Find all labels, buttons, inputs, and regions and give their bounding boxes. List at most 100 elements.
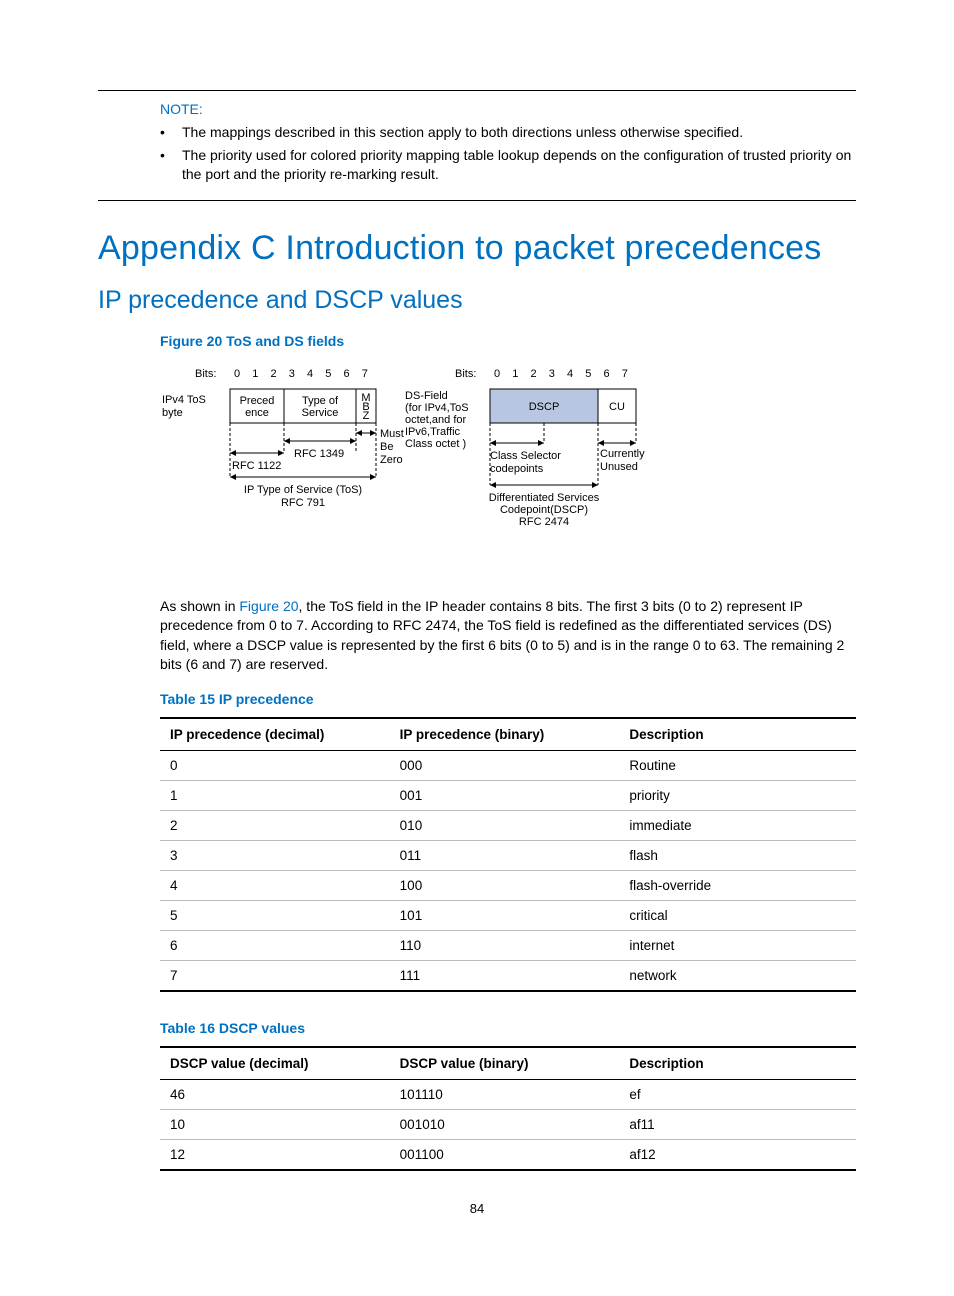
svg-text:2: 2 xyxy=(271,368,277,380)
note-box: NOTE: The mappings described in this sec… xyxy=(98,90,856,201)
column-header: DSCP value (decimal) xyxy=(160,1047,390,1080)
svg-text:CU: CU xyxy=(609,401,625,413)
svg-text:4: 4 xyxy=(307,368,313,380)
table-cell: 100 xyxy=(390,871,620,901)
figure-caption: Figure 20 ToS and DS fields xyxy=(160,333,856,349)
table-cell: 3 xyxy=(160,841,390,871)
table-row: 10001010af11 xyxy=(160,1110,856,1140)
svg-text:Must: Must xyxy=(380,428,404,440)
table-row: 1001priority xyxy=(160,781,856,811)
table-cell: 46 xyxy=(160,1080,390,1110)
table-cell: 111 xyxy=(390,961,620,992)
table-row: 4100flash-override xyxy=(160,871,856,901)
svg-text:0: 0 xyxy=(234,368,240,380)
table-cell: 0 xyxy=(160,751,390,781)
body-paragraph: As shown in Figure 20, the ToS field in … xyxy=(160,597,856,675)
svg-text:DSCP: DSCP xyxy=(529,401,560,413)
figure-link[interactable]: Figure 20 xyxy=(239,598,298,614)
svg-text:Zero: Zero xyxy=(380,454,403,466)
svg-text:1: 1 xyxy=(252,368,258,380)
text: As shown in xyxy=(160,598,239,614)
table-row: 7111network xyxy=(160,961,856,992)
svg-text:1: 1 xyxy=(512,368,518,380)
table-row: 5101critical xyxy=(160,901,856,931)
column-header: Description xyxy=(619,1047,856,1080)
table-cell: 001 xyxy=(390,781,620,811)
table-15-caption: Table 15 IP precedence xyxy=(160,691,856,707)
svg-text:RFC 1349: RFC 1349 xyxy=(294,448,344,460)
svg-text:ence: ence xyxy=(245,407,269,419)
svg-text:Differentiated Services: Differentiated Services xyxy=(489,492,600,504)
table-cell: 6 xyxy=(160,931,390,961)
table-cell: ef xyxy=(619,1080,856,1110)
svg-text:4: 4 xyxy=(567,368,573,380)
svg-text:Currently: Currently xyxy=(600,448,645,460)
figure-20: Bits:01234567IPv4 ToSbytePrecedenceType … xyxy=(160,361,856,571)
table-row: 0000Routine xyxy=(160,751,856,781)
svg-text:octet,and for: octet,and for xyxy=(405,414,466,426)
table-cell: 001100 xyxy=(390,1140,620,1171)
table-cell: Routine xyxy=(619,751,856,781)
svg-text:Codepoint(DSCP): Codepoint(DSCP) xyxy=(500,504,588,516)
svg-text:Z: Z xyxy=(363,410,370,422)
svg-text:6: 6 xyxy=(344,368,350,380)
table-row: 2010immediate xyxy=(160,811,856,841)
svg-text:Unused: Unused xyxy=(600,461,638,473)
svg-text:IPv4 ToS: IPv4 ToS xyxy=(162,394,206,406)
table-cell: 10 xyxy=(160,1110,390,1140)
table-cell: 101110 xyxy=(390,1080,620,1110)
table-16: DSCP value (decimal)DSCP value (binary)D… xyxy=(160,1046,856,1171)
table-cell: 101 xyxy=(390,901,620,931)
section-title: IP precedence and DSCP values xyxy=(98,286,856,315)
table-row: 6110internet xyxy=(160,931,856,961)
table-cell: internet xyxy=(619,931,856,961)
svg-text:Class Selector: Class Selector xyxy=(490,450,561,462)
page-number: 84 xyxy=(98,1201,856,1216)
table-row: 46101110ef xyxy=(160,1080,856,1110)
svg-text:3: 3 xyxy=(549,368,555,380)
table-cell: network xyxy=(619,961,856,992)
table-cell: af11 xyxy=(619,1110,856,1140)
table-cell: 7 xyxy=(160,961,390,992)
svg-text:IPv6,Traffic: IPv6,Traffic xyxy=(405,426,461,438)
table-cell: 1 xyxy=(160,781,390,811)
svg-text:Bits:: Bits: xyxy=(455,368,476,380)
svg-text:Service: Service xyxy=(302,407,339,419)
column-header: DSCP value (binary) xyxy=(390,1047,620,1080)
table-cell: 001010 xyxy=(390,1110,620,1140)
table-cell: 4 xyxy=(160,871,390,901)
note-item: The mappings described in this section a… xyxy=(160,123,856,142)
svg-text:byte: byte xyxy=(162,407,183,419)
svg-text:2: 2 xyxy=(531,368,537,380)
svg-text:RFC 2474: RFC 2474 xyxy=(519,516,569,528)
table-row: 3011flash xyxy=(160,841,856,871)
table-cell: 2 xyxy=(160,811,390,841)
svg-text:6: 6 xyxy=(604,368,610,380)
svg-text:7: 7 xyxy=(622,368,628,380)
svg-text:3: 3 xyxy=(289,368,295,380)
svg-text:0: 0 xyxy=(494,368,500,380)
svg-text:RFC 791: RFC 791 xyxy=(281,497,325,509)
table-cell: 011 xyxy=(390,841,620,871)
column-header: IP precedence (binary) xyxy=(390,718,620,751)
note-label: NOTE: xyxy=(160,101,856,117)
table-15: IP precedence (decimal)IP precedence (bi… xyxy=(160,717,856,992)
table-cell: flash-override xyxy=(619,871,856,901)
table-cell: 110 xyxy=(390,931,620,961)
table-cell: priority xyxy=(619,781,856,811)
table-cell: 12 xyxy=(160,1140,390,1171)
svg-text:DS-Field: DS-Field xyxy=(405,390,448,402)
svg-text:RFC 1122: RFC 1122 xyxy=(232,460,281,472)
table-row: 12001100af12 xyxy=(160,1140,856,1171)
svg-text:Preced: Preced xyxy=(240,395,275,407)
table-cell: flash xyxy=(619,841,856,871)
note-item: The priority used for colored priority m… xyxy=(160,146,856,184)
svg-text:Class octet ): Class octet ) xyxy=(405,438,466,450)
table-cell: 5 xyxy=(160,901,390,931)
svg-text:Type of: Type of xyxy=(302,395,339,407)
appendix-title: Appendix C Introduction to packet preced… xyxy=(98,229,856,268)
table-cell: 010 xyxy=(390,811,620,841)
svg-text:(for IPv4,ToS: (for IPv4,ToS xyxy=(405,402,469,414)
svg-text:Bits:: Bits: xyxy=(195,368,216,380)
note-list: The mappings described in this section a… xyxy=(98,123,856,184)
